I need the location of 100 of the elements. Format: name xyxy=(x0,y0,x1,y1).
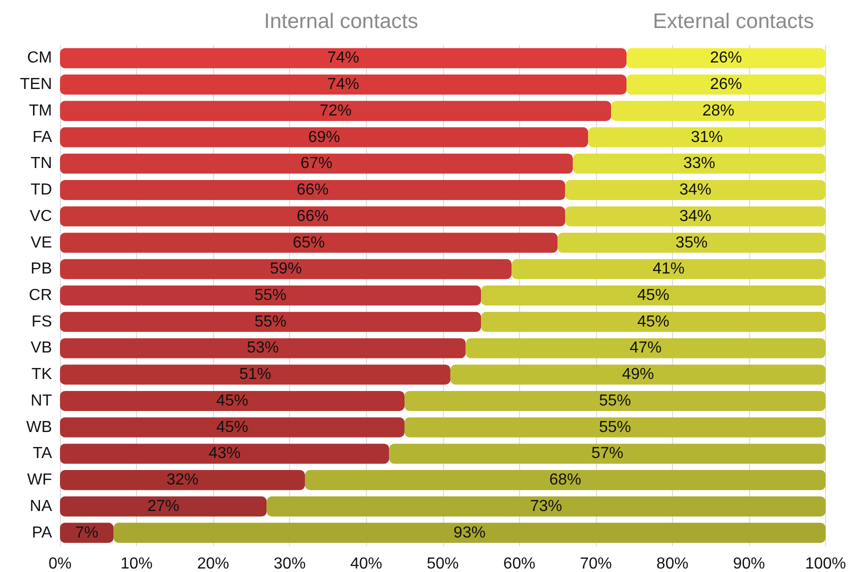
bar xyxy=(60,232,558,253)
data-label: 26% xyxy=(710,50,742,67)
data-label: 65% xyxy=(292,234,325,252)
data-label: 32% xyxy=(166,472,198,489)
bar xyxy=(512,259,826,280)
data-label: 49% xyxy=(622,366,654,384)
bar xyxy=(565,180,826,200)
data-label: 66% xyxy=(296,208,329,225)
data-label: 74% xyxy=(327,50,360,67)
bar xyxy=(60,522,114,543)
data-label: 7% xyxy=(75,524,98,542)
data-label: 45% xyxy=(216,418,248,436)
bar xyxy=(60,444,390,464)
data-label: 43% xyxy=(208,445,241,462)
bar xyxy=(565,206,826,226)
data-label: 93% xyxy=(454,524,486,542)
bar xyxy=(481,285,826,306)
data-label: 34% xyxy=(679,182,712,199)
bar xyxy=(60,417,404,438)
bar xyxy=(60,48,626,68)
y-tick-label: VE xyxy=(30,234,52,252)
x-tick-label: 100% xyxy=(805,556,846,572)
y-tick-label: WF xyxy=(27,472,52,489)
series-label: Internal contacts xyxy=(264,10,418,33)
y-tick-label: FS xyxy=(32,313,52,330)
y-tick-label: TA xyxy=(32,445,52,462)
bar xyxy=(60,259,512,280)
y-tick-label: TEN xyxy=(20,76,52,94)
y-tick-label: TN xyxy=(30,155,52,172)
data-label: 35% xyxy=(676,234,708,252)
data-label: 66% xyxy=(296,182,329,199)
x-tick-label: 70% xyxy=(580,556,612,572)
x-tick-label: 90% xyxy=(732,556,765,572)
bar xyxy=(389,444,826,464)
x-tick-label: 10% xyxy=(120,556,153,572)
data-label: 53% xyxy=(246,340,279,357)
bar xyxy=(466,338,826,358)
bar xyxy=(60,338,466,358)
data-label: 74% xyxy=(327,76,360,94)
x-tick-label: 30% xyxy=(274,556,306,572)
y-tick-label: TK xyxy=(32,366,52,384)
bar xyxy=(404,417,826,438)
x-tick-label: 50% xyxy=(426,556,459,572)
bar xyxy=(60,364,450,385)
data-label: 57% xyxy=(591,445,624,462)
y-tick-label: TM xyxy=(28,102,52,120)
y-tick-label: VC xyxy=(30,208,52,225)
x-tick-label: 80% xyxy=(656,556,688,572)
x-tick-label: 20% xyxy=(197,556,230,572)
bar xyxy=(404,390,826,411)
data-label: 55% xyxy=(599,392,632,410)
data-label: 45% xyxy=(637,287,670,304)
y-tick-label: CR xyxy=(28,287,52,304)
y-tick-label: TD xyxy=(30,182,52,199)
bar xyxy=(60,127,588,148)
data-label: 28% xyxy=(702,102,734,120)
y-tick-label: NA xyxy=(30,498,52,515)
bar xyxy=(60,312,482,332)
data-label: 34% xyxy=(679,208,712,225)
series-label: External contacts xyxy=(652,10,814,33)
bar xyxy=(60,100,612,121)
y-tick-label: NT xyxy=(30,392,52,410)
y-tick-label: CM xyxy=(27,50,52,67)
bar xyxy=(60,470,305,490)
y-tick-label: WB xyxy=(26,418,52,436)
x-tick-label: 40% xyxy=(350,556,382,572)
data-label: 59% xyxy=(270,260,302,278)
bar xyxy=(60,285,482,306)
bar xyxy=(60,496,267,516)
data-label: 33% xyxy=(683,155,716,172)
y-tick-label: VB xyxy=(30,340,52,357)
data-label: 26% xyxy=(710,76,742,94)
bar xyxy=(450,364,826,385)
bar xyxy=(626,74,826,95)
bar xyxy=(60,390,404,411)
data-label: 55% xyxy=(599,418,632,436)
data-label: 45% xyxy=(216,392,248,410)
x-tick-label: 0% xyxy=(48,556,72,572)
bar xyxy=(266,496,826,516)
bar xyxy=(558,232,826,253)
data-label: 45% xyxy=(637,313,670,330)
data-label: 55% xyxy=(254,313,287,330)
data-label: 55% xyxy=(254,287,287,304)
bar xyxy=(572,154,826,174)
bar xyxy=(60,180,566,200)
x-tick-label: 60% xyxy=(503,556,536,572)
bar xyxy=(481,312,826,332)
data-label: 72% xyxy=(320,102,352,120)
bar xyxy=(611,100,826,121)
bar xyxy=(60,74,626,95)
data-label: 68% xyxy=(549,472,582,489)
y-tick-label: PB xyxy=(30,260,52,278)
data-label: 67% xyxy=(300,155,332,172)
y-tick-label: FA xyxy=(32,128,52,146)
data-label: 47% xyxy=(630,340,662,357)
data-label: 51% xyxy=(239,366,272,384)
bar xyxy=(588,127,826,148)
bar xyxy=(304,470,826,490)
y-tick-label: PA xyxy=(32,524,52,542)
bar xyxy=(114,522,826,543)
